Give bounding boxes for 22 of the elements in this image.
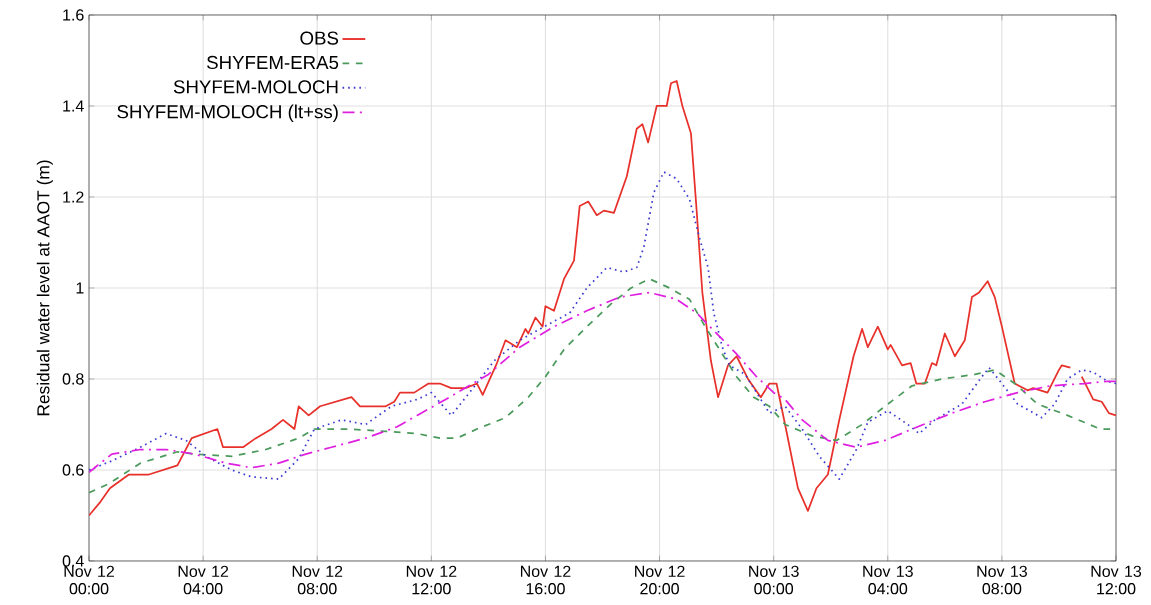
legend-label: SHYFEM-MOLOCH <box>173 80 338 94</box>
y-tick-label: 1.6 <box>63 9 84 21</box>
x-tick-label: Nov 13 12:00 <box>1091 565 1142 595</box>
legend-label: SHYFEM-MOLOCH (lt+ss) <box>117 104 338 123</box>
x-tick-label: Nov 12 08:00 <box>292 565 343 595</box>
legend-label: OBS <box>300 31 339 45</box>
y-tick-label: 1 <box>76 282 84 294</box>
x-tick-label: Nov 12 20:00 <box>635 565 685 595</box>
x-tick-label: Nov 12 16:00 <box>520 565 571 595</box>
x-tick-label: Nov 13 08:00 <box>977 565 1027 595</box>
x-tick-label: Nov 12 04:00 <box>178 565 229 595</box>
y-tick-label: 0.6 <box>62 464 84 476</box>
y-tick-label: 0.8 <box>62 373 84 385</box>
x-tick-label: Nov 13 00:00 <box>749 565 799 595</box>
x-tick-label: Nov 12 00:00 <box>64 565 114 595</box>
y-tick-label: 0.4 <box>62 555 84 567</box>
y-axis-title: Residual water level at AAOT (m) <box>36 160 53 416</box>
y-tick-label: 1.2 <box>63 191 84 203</box>
x-tick-label: Nov 12 12:00 <box>406 565 457 595</box>
x-tick-label: Nov 13 04:00 <box>863 565 913 595</box>
legend-label: SHYFEM-ERA5 <box>207 55 339 70</box>
y-tick-label: 1.4 <box>63 100 84 112</box>
